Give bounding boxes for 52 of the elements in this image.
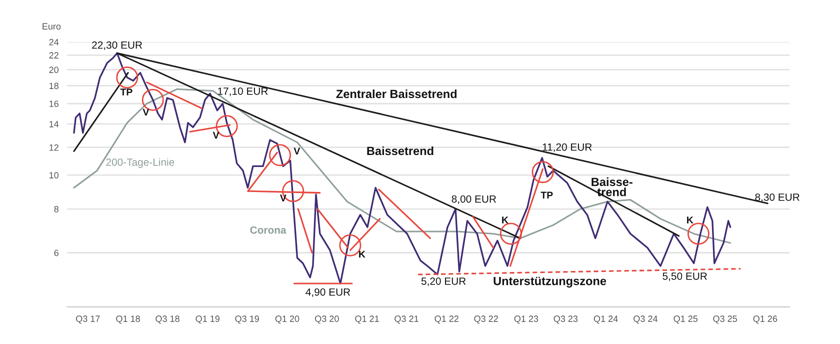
annotation: Baissetrend [367, 146, 434, 156]
x-tick-label: Q3 22 [474, 316, 498, 324]
annotation: K [359, 250, 366, 258]
y-tick-label: 8 [54, 206, 58, 212]
x-tick-label: Q3 24 [634, 316, 658, 324]
x-tick-label: Q1 18 [116, 316, 140, 324]
annotation: K [502, 216, 508, 224]
x-tick-label: Q1 25 [674, 316, 698, 324]
annotation: 11,20 EUR [542, 143, 592, 152]
y-tick-label: 6 [54, 250, 58, 256]
annotation: V [280, 194, 286, 202]
annotation: Zentraler Baissetrend [336, 89, 457, 98]
annotation: Unterstützungszone [494, 276, 606, 288]
annotation: 8,00 EUR [452, 195, 496, 204]
annotation: 22,30 EUR [92, 41, 142, 50]
x-tick-label: Q1 21 [355, 316, 379, 324]
y-axis-title: Euro [42, 23, 61, 30]
annotation: 5,20 EUR [421, 277, 466, 286]
x-tick-label: Q1 26 [753, 316, 778, 324]
y-tick-label: 10 [50, 172, 59, 178]
x-tick-label: Q3 18 [156, 316, 180, 324]
x-tick-label: Q1 20 [275, 316, 300, 324]
annotation: V [212, 132, 220, 139]
y-tick-label: 14 [50, 120, 59, 128]
annotation: 4,90 EUR [306, 288, 350, 297]
x-tick-label: Q3 23 [554, 316, 578, 324]
annotation: TP [120, 88, 132, 96]
x-tick-label: Q3 19 [235, 316, 259, 324]
annotation: Corona [250, 226, 286, 234]
y-tick-label: 24 [49, 38, 59, 46]
x-tick-label: Q1 19 [196, 316, 220, 324]
x-tick-label: Q3 25 [713, 316, 737, 324]
y-tick-label: 20 [49, 66, 59, 74]
x-tick-label: Q3 17 [76, 316, 100, 324]
annotation: TP [540, 192, 553, 198]
y-tick-label: 18 [50, 82, 58, 90]
annotation: V [142, 108, 150, 116]
annotation: V [294, 148, 300, 154]
x-tick-label: Q3 20 [315, 316, 339, 324]
x-tick-label: Q3 21 [394, 316, 418, 324]
y-tick-label: 12 [50, 144, 58, 151]
annotation: 200-Tage-Linie [106, 158, 174, 168]
x-tick-label: Q1 23 [514, 316, 538, 324]
annotation: Baisse- trend [592, 177, 632, 196]
y-tick-label: 22 [49, 52, 58, 58]
y-tick-label: 16 [50, 100, 58, 107]
x-tick-label: Q1 24 [594, 316, 618, 324]
annotation: 8,30 EUR [755, 193, 800, 202]
annotation: K [687, 216, 694, 224]
x-tick-label: Q1 22 [434, 316, 458, 324]
annotation: 5,50 EUR [662, 272, 707, 282]
annotation: 17,10 EUR [218, 87, 268, 96]
